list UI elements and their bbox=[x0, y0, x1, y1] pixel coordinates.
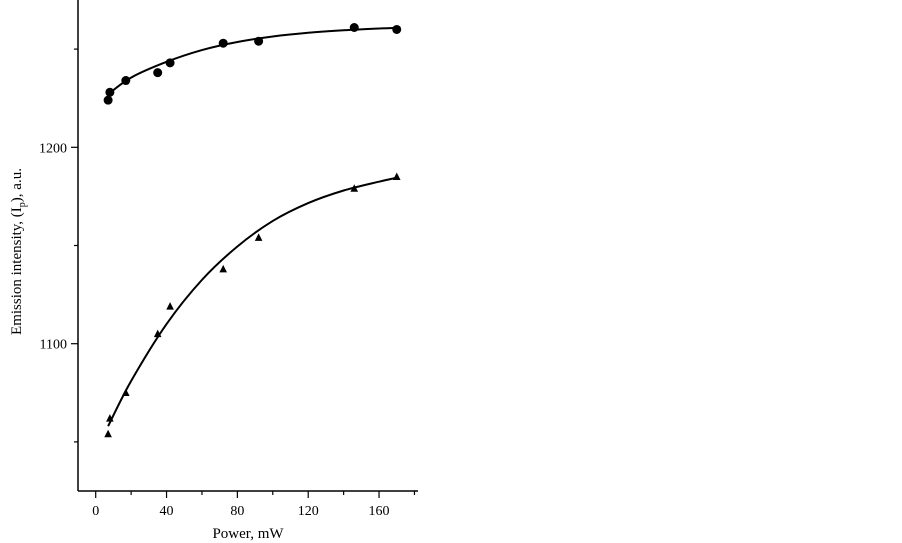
x-tick-label: 160 bbox=[369, 504, 390, 519]
data-point-triangle bbox=[166, 302, 174, 310]
data-point-triangle bbox=[350, 184, 359, 192]
data-point-circle bbox=[218, 38, 228, 48]
fit-curve-series-1 bbox=[107, 26, 397, 96]
fit-curve-series-2 bbox=[107, 176, 397, 427]
fit-curves bbox=[107, 26, 397, 427]
data-point-circle bbox=[103, 95, 113, 105]
data-point-triangle bbox=[219, 264, 228, 273]
x-axis-label: Power, mW bbox=[212, 526, 284, 542]
x-tick-label: 120 bbox=[298, 504, 319, 519]
data-point-circle bbox=[254, 36, 264, 46]
data-point-circle bbox=[165, 58, 175, 68]
data-point-triangle bbox=[254, 233, 263, 241]
data-point-circle bbox=[121, 76, 131, 86]
axes bbox=[77, 0, 418, 492]
data-point-circle bbox=[153, 68, 163, 78]
data-point-circle bbox=[105, 87, 115, 97]
y-axis-label-main: Emission intensity, (I bbox=[9, 207, 25, 335]
data-point-triangle bbox=[104, 429, 112, 438]
y-axis-ticks: 1100 1200 bbox=[39, 48, 78, 443]
y-tick-label: 1200 bbox=[39, 141, 67, 156]
x-tick-label: 40 bbox=[160, 504, 174, 519]
x-tick-label: 0 bbox=[92, 504, 99, 519]
y-axis-label-tail: ), a.u. bbox=[9, 168, 25, 202]
y-axis-label: Emission intensity, (Ip), a.u. bbox=[9, 168, 28, 335]
data-point-triangle bbox=[106, 414, 114, 422]
data-point-triangle bbox=[153, 329, 162, 338]
y-tick-label: 1100 bbox=[40, 338, 67, 353]
data-point-triangle bbox=[392, 172, 401, 181]
x-axis-ticks: 0 40 80 120 160 bbox=[92, 491, 416, 519]
x-tick-label: 80 bbox=[230, 504, 244, 519]
data-point-circle bbox=[349, 22, 359, 32]
data-point-circle bbox=[392, 24, 402, 34]
y-axis-label-subscript: p bbox=[17, 202, 28, 207]
data-point-triangle bbox=[122, 388, 130, 397]
data-points bbox=[103, 22, 402, 438]
